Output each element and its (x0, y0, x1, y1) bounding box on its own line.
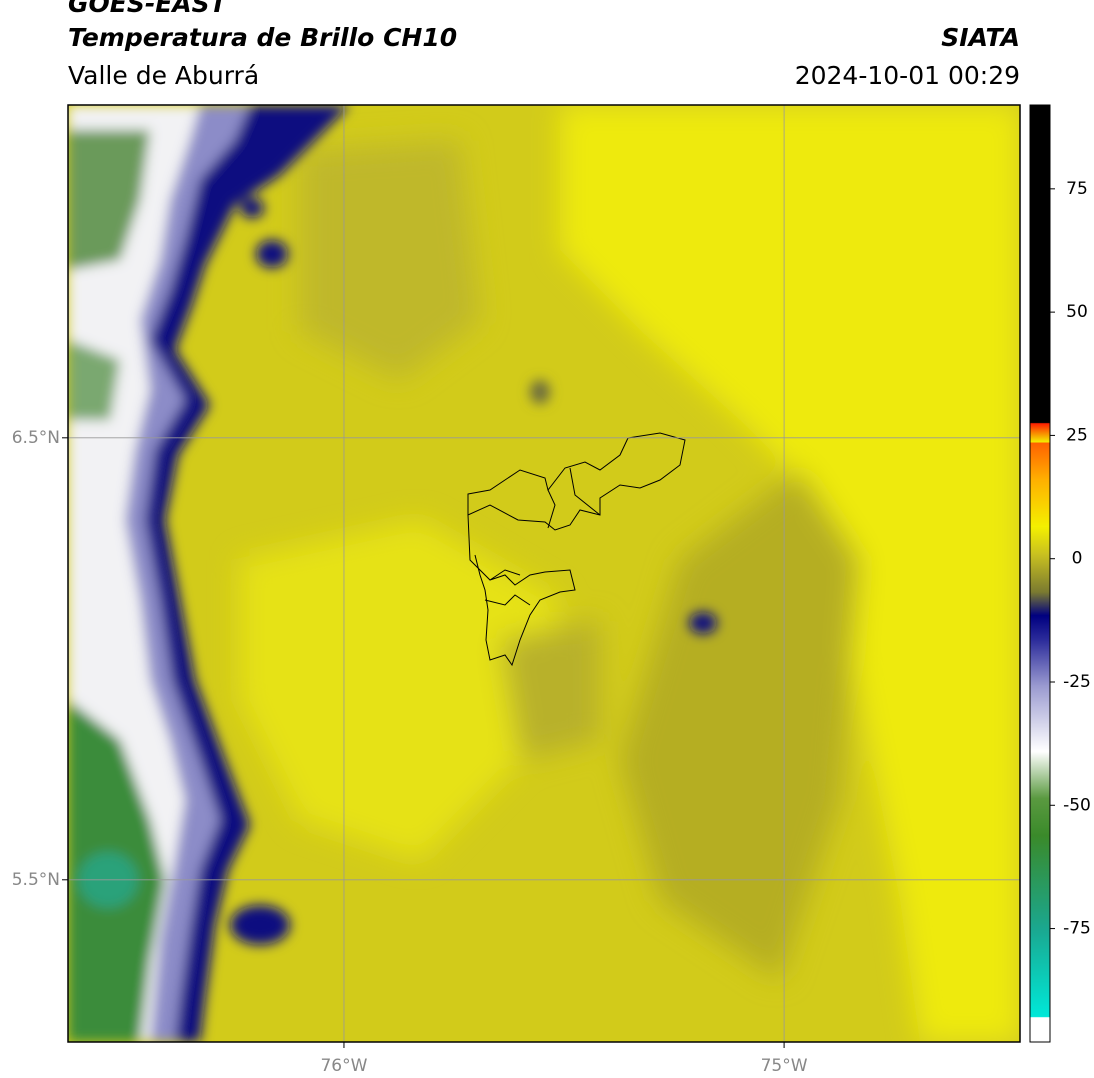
colorbar-tick-label: 0 (1072, 549, 1083, 569)
y-tick-label: 5.5°N (12, 870, 60, 890)
colorbar (1029, 104, 1051, 1043)
grid (68, 105, 1020, 1042)
datetime: 2024-10-01 00:29 (795, 61, 1020, 90)
colorbar-tick-label: 25 (1066, 425, 1088, 445)
colorbar-tick-label: 50 (1066, 302, 1088, 322)
colorbar-tick-label: -25 (1063, 672, 1091, 692)
satellite-image (68, 105, 1020, 1042)
x-tick-label: 76°W (320, 1056, 367, 1076)
region: Valle de Aburrá (68, 61, 259, 90)
source: SIATA (941, 23, 1020, 52)
colorbar-tick-label: -50 (1063, 795, 1091, 815)
title: GOES-EAST (68, 0, 229, 18)
x-tick-label: 75°W (761, 1056, 808, 1076)
subtitle: Temperatura de Brillo CH10 (68, 23, 457, 52)
municipality-boundaries (467, 432, 686, 667)
colorbar-tick-label: -75 (1063, 919, 1091, 939)
map-frame (67, 104, 1021, 1043)
y-tick-label: 6.5°N (12, 428, 60, 448)
colorbar-tick-label: 75 (1066, 179, 1088, 199)
